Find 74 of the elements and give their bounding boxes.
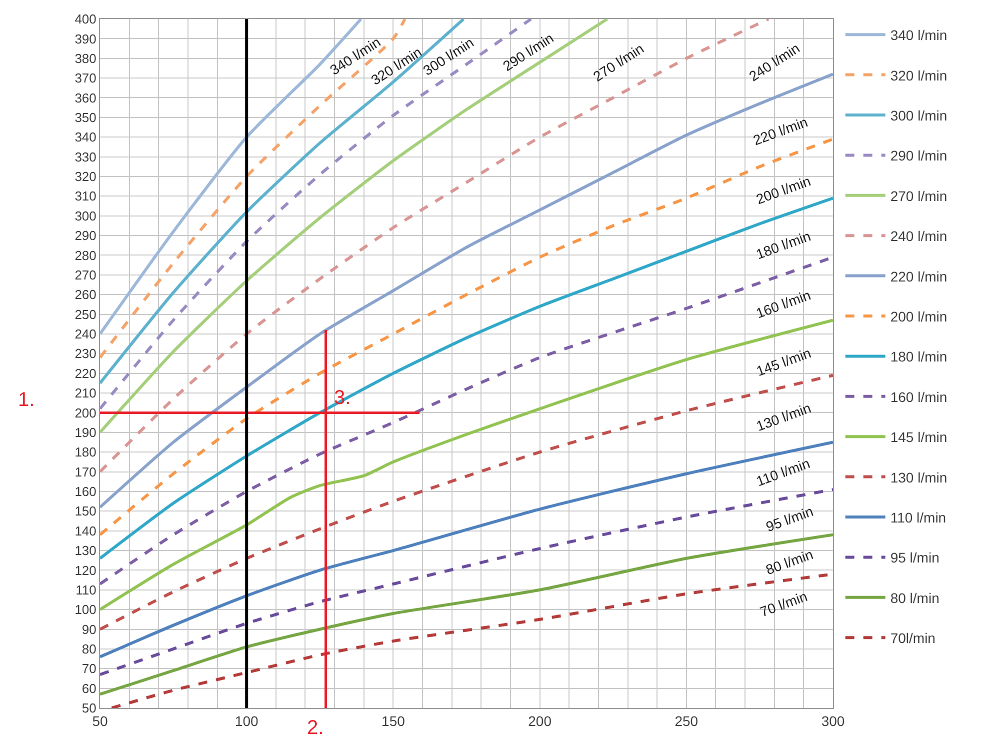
legend-label: 290 l/min bbox=[890, 148, 948, 164]
legend-label: 80 l/min bbox=[890, 590, 940, 606]
y-tick-label: 140 bbox=[74, 523, 96, 538]
legend-label: 130 l/min bbox=[890, 469, 948, 486]
line-series bbox=[100, 440, 833, 658]
x-tick-label: 150 bbox=[382, 712, 406, 729]
y-tick-label: 170 bbox=[74, 464, 96, 480]
x-tick-label: 200 bbox=[528, 712, 552, 729]
annotation: 200 l/min bbox=[754, 172, 813, 208]
y-tick-label: 100 bbox=[74, 602, 96, 618]
legend-label: 95 l/min bbox=[890, 550, 940, 566]
legend-label: 240 l/min bbox=[890, 228, 948, 244]
y-tick-label: 380 bbox=[74, 50, 96, 66]
y-tick-label: 310 bbox=[74, 188, 96, 204]
y-tick-label: 120 bbox=[74, 562, 96, 578]
legend-label: 145 l/min bbox=[890, 429, 948, 446]
legend-label: 160 l/min bbox=[890, 388, 948, 405]
y-tick-label: 160 bbox=[74, 484, 96, 500]
annotation: 145 l/min bbox=[754, 344, 813, 380]
legend-label: 320 l/min bbox=[890, 67, 948, 84]
y-tick-label: 330 bbox=[74, 149, 96, 164]
annotation: 95 l/min bbox=[764, 502, 816, 535]
legend-label: 220 l/min bbox=[890, 268, 948, 284]
y-tick-label: 150 bbox=[74, 504, 96, 519]
annotation: 240 l/min bbox=[746, 40, 802, 84]
y-tick-label: 370 bbox=[74, 70, 96, 86]
y-tick-label: 110 bbox=[76, 582, 96, 598]
y-tick-label: 230 bbox=[74, 346, 96, 362]
x-tick-label: 100 bbox=[234, 712, 258, 729]
annotation: 160 l/min bbox=[754, 286, 813, 322]
y-tick-label: 350 bbox=[74, 110, 96, 125]
text: 2. bbox=[307, 717, 324, 739]
y-tick-label: 390 bbox=[74, 31, 96, 46]
y-tick-label: 60 bbox=[82, 680, 96, 696]
legend-label: 180 l/min bbox=[890, 348, 948, 365]
line-series bbox=[100, 488, 833, 676]
y-tick-label: 210 bbox=[74, 386, 96, 401]
y-tick-label: 290 bbox=[74, 228, 96, 244]
annotation: 220 l/min bbox=[750, 114, 810, 148]
legend-label: 70l/min bbox=[890, 630, 936, 646]
y-tick-label: 360 bbox=[74, 90, 96, 106]
y-tick-label: 190 bbox=[74, 424, 96, 440]
annotation: 70 l/min bbox=[758, 588, 810, 620]
y-tick-label: 340 bbox=[74, 130, 96, 145]
legend-label: 200 l/min bbox=[890, 308, 948, 324]
y-tick-label: 80 bbox=[82, 641, 96, 656]
y-tick-label: 70 bbox=[82, 661, 96, 676]
y-tick-label: 280 bbox=[74, 248, 96, 263]
annotation: 80 l/min bbox=[764, 546, 816, 578]
y-tick-label: 250 bbox=[74, 306, 96, 322]
y-tick-label: 90 bbox=[82, 622, 96, 637]
x-tick-label: 300 bbox=[821, 712, 845, 729]
annotation: 270 l/min bbox=[590, 40, 647, 85]
y-tick-label: 200 bbox=[74, 405, 96, 420]
annotation: 130 l/min bbox=[754, 400, 813, 434]
y-tick-label: 260 bbox=[74, 287, 96, 302]
y-tick-label: 270 bbox=[74, 267, 96, 282]
y-tick-label: 130 bbox=[74, 543, 96, 558]
y-tick-label: 320 bbox=[74, 169, 96, 184]
legend-label: 110 l/min bbox=[890, 509, 946, 526]
y-tick-label: 240 bbox=[74, 326, 96, 342]
annotation: 110 l/min bbox=[754, 455, 812, 490]
text: 1. bbox=[18, 389, 35, 411]
x-tick-label: 250 bbox=[674, 712, 698, 729]
legend-label: 270 l/min bbox=[890, 188, 948, 204]
line-series bbox=[100, 533, 833, 696]
annotation: 290 l/min bbox=[500, 30, 556, 74]
annotation: 180 l/min bbox=[754, 228, 813, 262]
legend-label: 340 l/min bbox=[890, 27, 948, 44]
y-tick-label: 400 bbox=[74, 12, 96, 27]
y-tick-label: 180 bbox=[74, 444, 96, 460]
legend-label: 300 l/min bbox=[890, 107, 948, 124]
y-tick-label: 220 bbox=[74, 366, 96, 381]
y-tick-label: 300 bbox=[74, 208, 96, 224]
